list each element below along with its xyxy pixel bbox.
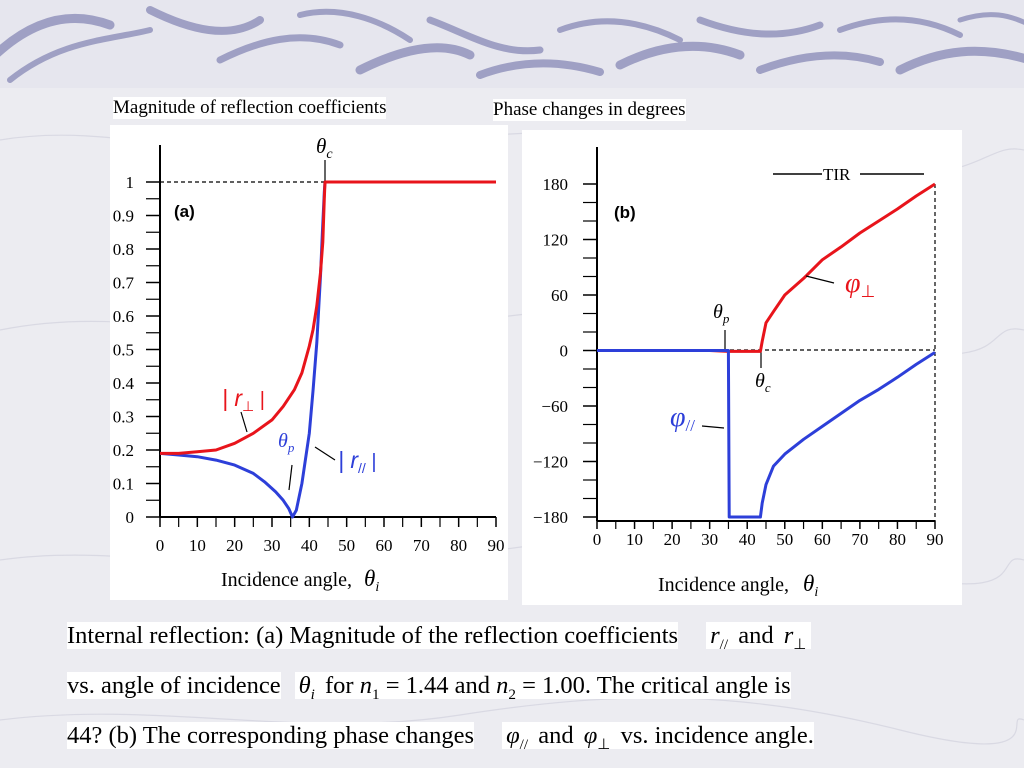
chart-a-ytick-label: 0.5 [113, 341, 134, 360]
chart-a-x-axis-label: Incidence angle, θi [221, 566, 379, 595]
chart-a-xtick-label: 0 [156, 536, 165, 555]
chart-a-ytick-label: 0.2 [113, 441, 134, 460]
chart-b-tir-label: TIR [823, 165, 851, 184]
chart-a-critical-label: θc [316, 134, 333, 162]
chart-b-ytick-label: −180 [533, 508, 568, 527]
chart-a-ytick-label: 0.9 [113, 207, 134, 226]
chart-a-xtick-label: 10 [189, 536, 206, 555]
chart-b-x-axis-label: Incidence angle, θi [658, 571, 818, 600]
caption-text: and [532, 721, 580, 749]
chart-b-panel-label: (b) [614, 203, 636, 222]
chart-a-legend-r-perp: | r⊥ | [222, 385, 265, 414]
chart-a-xtick-label: 30 [264, 536, 281, 555]
caption-text: = 1.44 and [379, 671, 497, 699]
caption-r-par: r// [706, 622, 733, 653]
chart-a-ytick-label: 0.6 [113, 307, 134, 326]
caption-text: for [318, 671, 360, 699]
chart-a-xtick-label: 60 [376, 536, 393, 555]
chart-b-brewster-label: θp [713, 301, 730, 326]
chart-b-xtick-label: 0 [593, 530, 602, 549]
chart-b-ytick-label: 180 [543, 175, 569, 194]
figure-caption: Internal reflection: (a) Magnitude of th… [67, 615, 962, 765]
chart-b-ytick-label: 120 [543, 231, 569, 250]
chart-b-legend-phi-perp-pointer [805, 275, 835, 284]
chart-b-legend-phi-perp: φ⊥ [845, 268, 875, 301]
chart-b-panel [522, 130, 962, 605]
chart-a-brewster-pointer [288, 464, 293, 491]
chart-b-ytick-label: −60 [541, 397, 568, 416]
chart-b-xtick-label: 90 [927, 530, 944, 549]
chart-b-legend-phi-par: φ// [670, 402, 695, 435]
caption-line-1: Internal reflection: (a) Magnitude of th… [67, 615, 962, 665]
chart-b-xtick-label: 40 [739, 530, 756, 549]
chart-b-yticks: 180 120 60 0 −60 −120 −180 [533, 175, 597, 527]
chart-a-xtick-label: 20 [226, 536, 243, 555]
caption-text: Internal reflection: (a) Magnitude of th… [67, 622, 679, 649]
chart-a-brewster-label: θp [278, 430, 295, 455]
chart-b-xtick-label: 70 [851, 530, 868, 549]
chart-a-ytick-label: 0.7 [113, 274, 135, 293]
chart-a-title: Magnitude of reflection coefficients [113, 97, 387, 119]
chart-b-series-phi-par [597, 349, 936, 519]
chart-a-xticks: 0 10 20 30 40 50 60 70 80 90 [156, 517, 505, 555]
chart-b-ytick-label: 60 [551, 286, 568, 305]
chart-a-ytick-label: 0.3 [113, 408, 134, 427]
chart-a-xtick-label: 90 [488, 536, 505, 555]
chart-a-panel-label: (a) [174, 202, 195, 221]
caption-phi-par: φ// [502, 721, 533, 753]
chart-a-xtick-label: 70 [413, 536, 430, 555]
caption-text: and [732, 622, 780, 649]
chart-a-legend-r-perp-pointer [240, 411, 248, 433]
chart-b-legend-phi-par-pointer [701, 425, 725, 429]
chart-b-xtick-label: 10 [626, 530, 643, 549]
chart-b-xtick-label: 80 [889, 530, 906, 549]
chart-a-xtick-label: 40 [301, 536, 318, 555]
chart-a-ytick-label: 0.4 [113, 374, 135, 393]
caption-phi-perp: φ⊥ [579, 721, 615, 753]
caption-n2: n2 [496, 671, 516, 703]
caption-line-3: 44? (b) The corresponding phase changes φ… [67, 715, 962, 765]
caption-line-2: vs. angle of incidence θi for n1 = 1.44 a… [67, 665, 962, 715]
caption-text: vs. incidence angle. [614, 721, 814, 749]
chart-b-ytick-label: 0 [560, 342, 569, 361]
chart-b-xtick-label: 30 [701, 530, 718, 549]
chart-a-xtick-label: 80 [450, 536, 467, 555]
chart-b-xtick-label: 20 [664, 530, 681, 549]
chart-a-yticks: 0 0.1 0.2 0.3 0.4 0.5 0.6 0.7 0.8 0.9 1 [113, 173, 160, 527]
chart-a-xtick-label: 50 [338, 536, 355, 555]
chart-a-legend-r-par: | r// | [338, 447, 377, 476]
chart-a-ytick-label: 0.1 [113, 475, 134, 494]
chart-a-series-r-perp [160, 180, 496, 455]
chart-a-ytick-label: 1 [126, 173, 135, 192]
chart-b-critical-label: θc [755, 370, 771, 395]
caption-n1: n1 [359, 671, 380, 703]
caption-text: vs. angle of incidence [67, 671, 281, 699]
chart-b-ytick-label: −120 [533, 453, 568, 472]
caption-text: = 1.00. The critical angle is [515, 671, 791, 699]
swirl-decoration [0, 6, 1024, 83]
caption-theta-i: θi [294, 671, 319, 703]
chart-a-ytick-label: 0 [126, 508, 135, 527]
caption-text: 44? (b) The corresponding phase changes [67, 721, 475, 749]
chart-a-ytick-label: 0.8 [113, 240, 134, 259]
caption-r-perp: r⊥ [779, 622, 811, 653]
chart-b-xtick-label: 50 [776, 530, 793, 549]
chart-b-title: Phase changes in degrees [493, 99, 686, 121]
chart-b-xticks: 0 10 20 30 40 50 60 70 80 90 [593, 521, 944, 549]
chart-a-legend-r-par-pointer [314, 446, 336, 461]
chart-b-xtick-label: 60 [814, 530, 831, 549]
